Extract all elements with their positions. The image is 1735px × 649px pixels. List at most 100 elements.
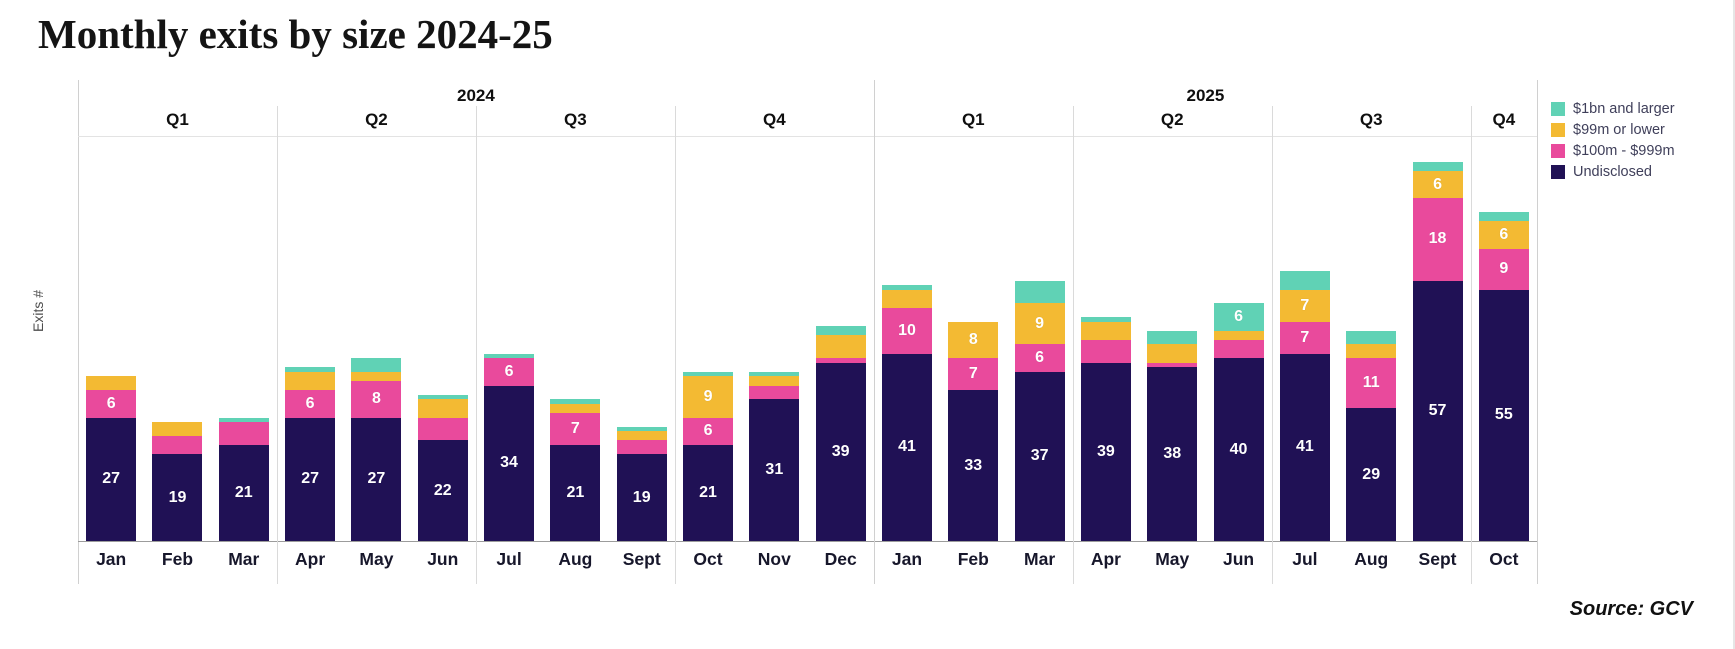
quarter-label-Q3-2024: Q3 <box>564 110 587 129</box>
legend-label: Undisclosed <box>1573 164 1652 180</box>
segment-usd1bn-and-larger-Jan-2025 <box>881 285 932 290</box>
legend-item-undisclosed: Undisclosed <box>1551 164 1675 180</box>
segment-undisclosed-Mar-2025: 37 <box>1014 371 1065 541</box>
bar-value-label: 21 <box>234 484 253 501</box>
segment-usd99m-or-lower-Jul-2025: 7 <box>1279 289 1330 322</box>
bar-value-label: 55 <box>1494 406 1513 424</box>
segment-usd100m-999m-Apr-2025 <box>1080 339 1131 363</box>
x-tick-label-May-2025: May <box>1155 549 1190 569</box>
bar-value-label: 9 <box>1035 314 1045 332</box>
quarter-divider <box>475 106 477 584</box>
segment-undisclosed-Jan-2025: 41 <box>881 353 932 541</box>
segment-usd1bn-and-larger-Oct-2025 <box>1478 211 1529 222</box>
segment-undisclosed-Feb-2024: 19 <box>152 454 203 541</box>
legend-item-usd100m-999m: $100m - $999m <box>1551 143 1675 159</box>
x-tick-label-Aug-2025: Aug <box>1354 549 1389 569</box>
segment-usd1bn-and-larger-Mar-2025 <box>1014 280 1065 304</box>
bar-value-label: 6 <box>504 362 514 380</box>
segment-usd1bn-and-larger-Sept-2025 <box>1412 161 1463 171</box>
segment-usd99m-or-lower-Oct-2025: 6 <box>1478 221 1529 249</box>
bar-value-label: 7 <box>570 420 580 438</box>
bar-value-label: 29 <box>1362 465 1381 483</box>
bar-value-label: 19 <box>168 488 187 506</box>
legend-item-usd1bn-and-larger: $1bn and larger <box>1551 101 1675 117</box>
segment-usd99m-or-lower-Apr-2024 <box>285 371 336 391</box>
year-label-2025: 2025 <box>1186 86 1225 105</box>
bar-value-label: 41 <box>1295 438 1314 456</box>
x-tick-label-Sept-2024: Sept <box>622 549 661 569</box>
y-axis-label: Exits # <box>30 289 46 332</box>
segment-usd99m-or-lower-Aug-2024 <box>550 403 601 414</box>
segment-usd100m-999m-Mar-2024 <box>218 422 269 446</box>
segment-usd1bn-and-larger-Dec-2024 <box>815 326 866 336</box>
legend-label: $99m or lower <box>1573 122 1665 138</box>
segment-undisclosed-Sept-2024: 19 <box>616 454 667 541</box>
segment-usd100m-999m-Dec-2024 <box>815 358 866 363</box>
segment-usd99m-or-lower-Jun-2025 <box>1213 330 1264 340</box>
segment-usd100m-999m-Feb-2024 <box>152 435 203 455</box>
segment-undisclosed-Jun-2025: 40 <box>1213 358 1264 541</box>
segment-usd100m-999m-May-2025 <box>1147 362 1198 368</box>
page-title: Monthly exits by size 2024-25 <box>38 11 553 57</box>
segment-undisclosed-Dec-2024: 39 <box>815 362 866 541</box>
segment-undisclosed-Jun-2024: 22 <box>417 440 468 541</box>
bar-value-label: 7 <box>1300 296 1310 314</box>
bar-value-label: 6 <box>106 394 116 412</box>
segment-usd1bn-and-larger-Nov-2024 <box>749 371 800 377</box>
segment-usd100m-999m-Jun-2024 <box>417 417 468 441</box>
x-tick-label-Feb-2025: Feb <box>957 549 989 569</box>
bar-value-label: 34 <box>500 454 518 472</box>
x-tick-label-Oct-2025: Oct <box>1489 549 1519 569</box>
segment-usd99m-or-lower-Apr-2025 <box>1080 321 1131 340</box>
bar-value-label: 27 <box>367 470 386 488</box>
x-tick-label-Jan-2024: Jan <box>96 549 127 569</box>
x-tick-label-Aug-2024: Aug <box>558 549 593 569</box>
segment-undisclosed-Mar-2024: 21 <box>218 445 269 541</box>
legend-swatch-usd100m-999m <box>1551 144 1565 158</box>
segment-usd100m-999m-Jul-2025: 7 <box>1279 321 1330 354</box>
quarter-divider <box>1072 106 1074 584</box>
bar-value-label: 9 <box>1499 260 1509 278</box>
segment-usd100m-999m-Jan-2025: 10 <box>881 307 932 354</box>
header-divider-line <box>78 136 1537 137</box>
x-tick-label-Jun-2024: Jun <box>427 549 459 569</box>
segment-undisclosed-Aug-2024: 21 <box>550 445 601 541</box>
segment-usd99m-or-lower-Oct-2024: 9 <box>683 376 734 418</box>
bar-value-label: 6 <box>305 394 315 412</box>
segment-undisclosed-Jul-2025: 41 <box>1279 353 1330 541</box>
segment-usd99m-or-lower-Jan-2024 <box>86 376 137 391</box>
segment-usd99m-or-lower-Sept-2025: 6 <box>1412 170 1463 199</box>
segment-usd100m-999m-Sept-2024 <box>616 440 667 455</box>
bar-value-label: 27 <box>301 470 319 488</box>
segment-undisclosed-Sept-2025: 57 <box>1412 280 1463 541</box>
segment-usd99m-or-lower-May-2024 <box>351 371 402 382</box>
bar-value-label: 40 <box>1229 440 1248 458</box>
segment-usd1bn-and-larger-Sept-2024 <box>616 426 667 432</box>
legend-swatch-usd1bn-and-larger <box>1551 102 1565 116</box>
segment-usd99m-or-lower-Feb-2024 <box>152 422 203 436</box>
quarter-label-Q1-2024: Q1 <box>166 110 189 129</box>
bar-value-label: 21 <box>699 484 717 501</box>
segment-usd99m-or-lower-Mar-2025: 9 <box>1014 303 1065 345</box>
segment-usd1bn-and-larger-Aug-2025 <box>1346 330 1397 345</box>
legend: $1bn and larger $99m or lower $100m - $999… <box>1551 101 1675 186</box>
bar-value-label: 21 <box>566 484 585 501</box>
x-tick-label-Oct-2024: Oct <box>693 549 723 569</box>
quarter-label-Q4-2024: Q4 <box>762 110 786 129</box>
segment-usd1bn-and-larger-Jul-2024 <box>484 353 535 359</box>
legend-swatch-usd99m-or-lower <box>1551 123 1565 137</box>
segment-usd100m-999m-Jan-2024: 6 <box>86 390 137 418</box>
segment-usd1bn-and-larger-Oct-2024 <box>683 371 734 377</box>
quarter-divider <box>276 106 278 584</box>
segment-usd1bn-and-larger-Aug-2024 <box>550 399 601 404</box>
x-tick-label-Jan-2025: Jan <box>891 549 923 569</box>
segment-usd1bn-and-larger-Apr-2024 <box>285 367 336 372</box>
bar-value-label: 18 <box>1428 230 1447 248</box>
bar-value-label: 8 <box>968 330 978 348</box>
legend-item-usd99m-or-lower: $99m or lower <box>1551 122 1675 138</box>
plot-left-border <box>78 80 79 584</box>
segment-usd99m-or-lower-May-2025 <box>1147 344 1198 363</box>
bar-value-label: 6 <box>1433 175 1442 193</box>
bar-value-label: 9 <box>703 388 713 406</box>
